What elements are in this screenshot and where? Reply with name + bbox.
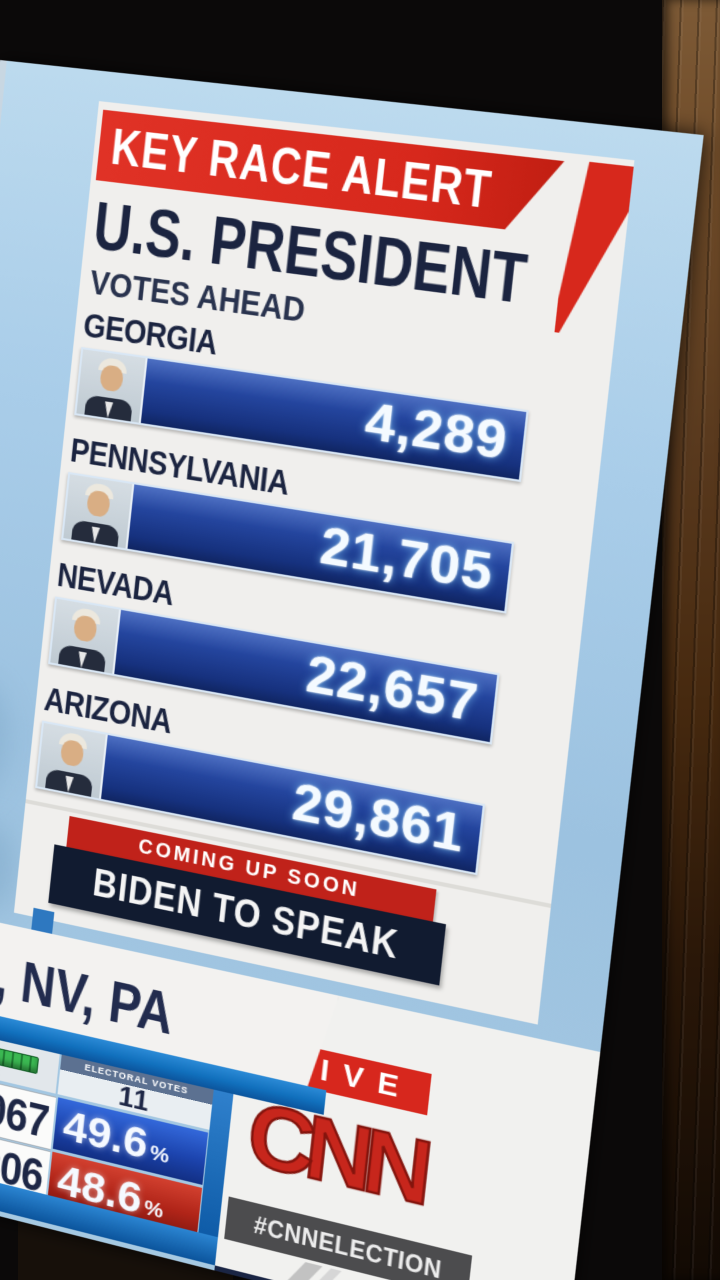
tv-screen: KEY RACE ALERT U.S. PRESIDENT VOTES AHEA… [0, 60, 704, 1280]
slash-decoration [285, 1262, 323, 1280]
biden-photo [63, 474, 135, 549]
network-column: LIVE CNN #CNNELECTION [212, 975, 601, 1280]
biden-photo [50, 598, 122, 674]
biden-photo [76, 349, 148, 423]
broadcast-frame: KEY RACE ALERT U.S. PRESIDENT VOTES AHEA… [0, 60, 704, 1280]
map-background-shape [0, 673, 13, 805]
lower-third: LIVE CNN #CNNELECTION NAZ, NV, PA [0, 891, 602, 1280]
state-rows: GEORGIA 4,289 PENNSYLVANIA [34, 305, 534, 891]
biden-photo [37, 722, 108, 799]
percent-sign: % [148, 1140, 171, 1169]
key-race-panel: KEY RACE ALERT U.S. PRESIDENT VOTES AHEA… [13, 101, 635, 1025]
banner-corner-decoration [554, 160, 633, 340]
